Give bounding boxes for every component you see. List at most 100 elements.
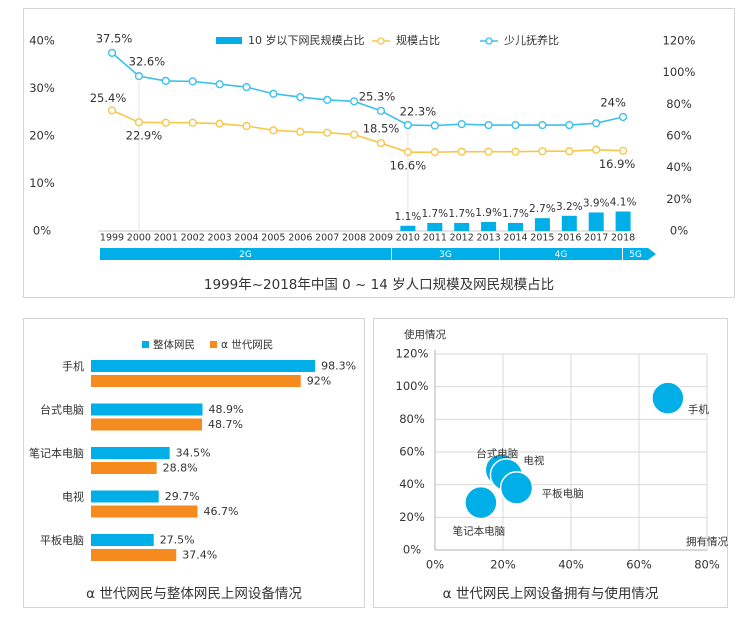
- bar: [91, 549, 177, 561]
- left-axis-tick: 40%: [29, 34, 55, 48]
- population-share-marker: [538, 147, 547, 156]
- bar: [91, 375, 301, 387]
- legend-label: 少儿抚养比: [504, 33, 559, 47]
- bar-data-label: 37.4%: [182, 549, 217, 562]
- bar-internet-users: [588, 212, 604, 231]
- population-share-marker: [134, 118, 144, 127]
- bar: [91, 534, 154, 546]
- population-share-marker: [618, 146, 628, 155]
- category-label: 台式电脑: [40, 403, 84, 417]
- population-share-marker: [188, 118, 197, 127]
- population-chart-panel: 0% 10% 20% 30% 40% 0% 20% 40% 60% 80% 100% 120% 1.1%…: [23, 8, 735, 298]
- dependency-ratio-marker: [484, 120, 493, 130]
- point-label: 台式电脑: [476, 447, 518, 460]
- bar-data-label: 92%: [307, 375, 331, 388]
- legend-swatch: [210, 341, 217, 348]
- dependency-ratio-marker: [242, 82, 251, 92]
- bar-data-label: 3.9%: [583, 197, 610, 209]
- population-share-marker: [592, 145, 601, 154]
- population-share-marker: [350, 130, 359, 139]
- era-segment: [500, 248, 622, 260]
- right-axis-tick: 80%: [666, 97, 692, 111]
- category-label: 平板电脑: [40, 533, 84, 547]
- dependency-ratio-marker: [296, 92, 305, 102]
- population-share-data-label: 18.5%: [363, 122, 400, 136]
- era-segment: [392, 248, 499, 260]
- bar: [91, 462, 157, 474]
- dependency-ratio-marker: [565, 120, 574, 130]
- x-axis-title: 拥有情况: [686, 535, 728, 548]
- legend-label: 整体网民: [153, 338, 195, 351]
- category-label: 手机: [62, 359, 84, 373]
- scatter-point: [499, 471, 534, 505]
- left-axis-tick: 10%: [29, 176, 55, 190]
- population-share-marker: [565, 147, 574, 156]
- x-tick-label: 2003: [208, 233, 232, 244]
- bar-data-label: 1.9%: [475, 207, 502, 219]
- bar-data-label: 98.3%: [321, 360, 356, 373]
- point-label: 笔记本电脑: [453, 525, 506, 538]
- x-tick-label: 2015: [530, 233, 554, 244]
- x-tick-label: 2006: [288, 233, 312, 244]
- legend-swatch-internet-users: [216, 37, 242, 44]
- right-axis-tick: 0%: [670, 224, 688, 238]
- device-usage-chart-panel: 整体网民 α 世代网民 手机 98.3% 92% 台式电脑 48.9% 48.7% 笔记本电脑 3…: [23, 318, 365, 608]
- device-scatter-chart-panel: 0% 20% 40% 60% 80% 0% 20% 40% 60% 80% 100% 120% 使用情况…: [373, 318, 728, 608]
- dependency-ratio-marker: [215, 80, 224, 89]
- right-axis-tick: 120%: [663, 34, 696, 48]
- bar-internet-users: [481, 221, 497, 231]
- y-tick-label: 100%: [396, 379, 429, 393]
- legend-label: 10 岁以下网民规模占比: [248, 33, 365, 47]
- legend-marker-dependency-ratio: [485, 37, 493, 45]
- dependency-ratio-marker: [592, 119, 601, 128]
- y-tick-label: 60%: [399, 445, 425, 459]
- x-tick-label: 2011: [423, 233, 447, 244]
- population-share-marker: [403, 148, 413, 157]
- bar-internet-users: [454, 222, 470, 231]
- legend-swatch: [142, 341, 149, 348]
- right-axis-tick: 20%: [666, 192, 692, 206]
- dependency-ratio-data-label: 32.6%: [129, 55, 166, 69]
- legend-marker-population-share: [377, 37, 385, 45]
- x-tick-label: 2001: [154, 233, 178, 244]
- population-share-marker: [242, 121, 251, 131]
- scatter-point: [651, 381, 685, 415]
- bar: [91, 447, 170, 459]
- bar-data-label: 3.2%: [556, 201, 583, 213]
- population-share-marker: [107, 106, 117, 115]
- population-share-marker: [511, 147, 520, 156]
- y-tick-label: 80%: [399, 412, 425, 426]
- dependency-ratio-data-label: 37.5%: [96, 31, 133, 45]
- device-scatter-chart-title: α 世代网民上网设备拥有与使用情况: [442, 586, 659, 602]
- x-tick-label: 2014: [503, 233, 527, 244]
- dependency-ratio-marker: [134, 72, 144, 81]
- left-axis-tick: 20%: [29, 129, 55, 143]
- population-share-marker: [430, 148, 439, 157]
- population-share-marker: [376, 139, 386, 148]
- dependency-ratio-marker: [511, 120, 520, 130]
- x-tick-label: 2005: [261, 233, 285, 244]
- dependency-ratio-marker: [430, 121, 439, 130]
- dependency-ratio-marker: [403, 120, 413, 130]
- bar-data-label: 1.7%: [421, 208, 448, 220]
- bar-internet-users: [615, 211, 631, 231]
- x-tick-label: 80%: [694, 558, 720, 572]
- category-label: 电视: [62, 490, 84, 504]
- bar-internet-users: [508, 222, 523, 231]
- y-tick-label: 20%: [399, 510, 425, 524]
- bar: [91, 505, 198, 518]
- bar-data-label: 1.7%: [502, 208, 529, 220]
- dependency-ratio-marker: [350, 97, 359, 106]
- bar-data-label: 2.7%: [529, 203, 556, 215]
- era-label: 2G: [239, 250, 252, 260]
- population-chart-title: 1999年~2018年中国 0 ~ 14 岁人口规模及网民规模占比: [203, 277, 555, 293]
- dependency-ratio-marker: [538, 120, 547, 130]
- x-tick-label: 2017: [584, 233, 608, 244]
- bar-data-label: 34.5%: [176, 447, 211, 460]
- bar-data-label: 4.1%: [610, 197, 637, 209]
- population-share-marker: [215, 119, 224, 128]
- x-tick-label: 2002: [181, 233, 205, 244]
- x-tick-label: 2008: [342, 233, 366, 244]
- population-share-data-label: 16.9%: [599, 157, 636, 171]
